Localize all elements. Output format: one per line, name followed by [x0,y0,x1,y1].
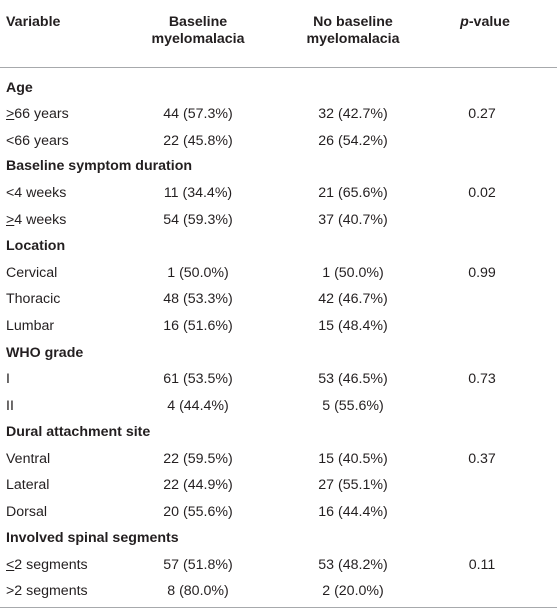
header-baseline: Baseline myelomalacia [151,14,245,47]
header-divider [0,67,557,68]
section-dural-attachment: Dural attachment site [6,424,151,440]
header-no-baseline: No baseline myelomalacia [306,14,400,47]
section-location: Location [6,238,66,254]
bottom-divider [0,607,557,608]
section-age: Age [6,80,33,96]
header-pvalue: p-value [460,14,510,30]
section-spinal-segments: Involved spinal segments [6,530,179,546]
section-symptom-duration: Baseline symptom duration [6,158,193,174]
header-variable: Variable [6,14,61,30]
section-who-grade: WHO grade [6,345,84,361]
